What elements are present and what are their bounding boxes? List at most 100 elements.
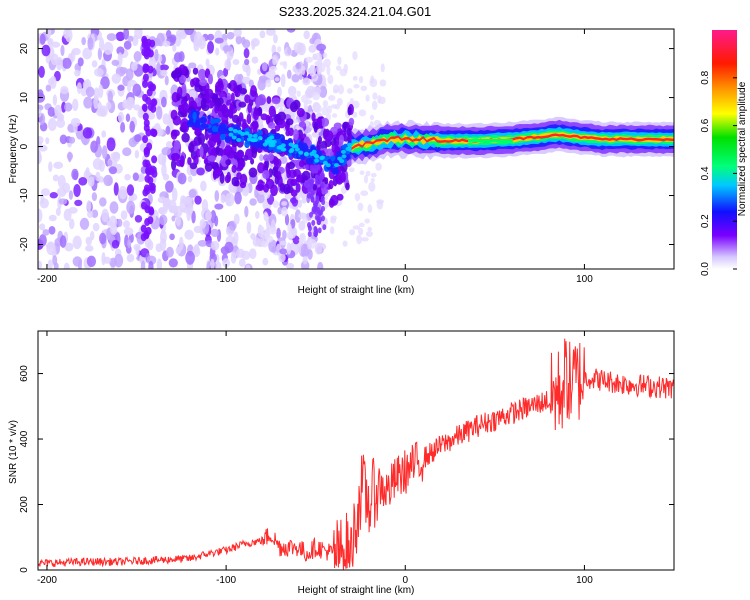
heatmap-noise-blob (92, 222, 100, 232)
heatmap-noise-blob (233, 231, 239, 244)
heatmap-signal-blob (320, 195, 325, 202)
heatmap-noise-blob (214, 203, 224, 210)
heatmap-noise-blob (245, 264, 251, 269)
heatmap-noise-blob (302, 77, 311, 86)
heatmap-streak (145, 128, 152, 137)
heatmap-noise-blob (307, 248, 313, 260)
heatmap-noise-blob (269, 65, 278, 72)
heatmap-noise-blob (331, 113, 338, 118)
heatmap-noise-blob (199, 219, 207, 229)
heatmap-signal-blob (317, 227, 322, 234)
heatmap-noise-blob (38, 109, 42, 118)
heatmap-noise-blob (67, 151, 72, 163)
heatmap-core-blob (195, 116, 201, 125)
heatmap-noise-blob (358, 222, 365, 228)
heatmap-noise-blob (200, 180, 207, 192)
heatmap-noise-blob (60, 86, 69, 95)
heatmap-noise-blob (358, 75, 364, 84)
heatmap-streak (145, 163, 152, 172)
heatmap-streak (145, 226, 152, 235)
heatmap-noise-blob (297, 42, 306, 56)
heatmap-noise-blob (46, 29, 52, 39)
heatmap-noise-blob (318, 62, 326, 73)
snr-y-tick-label: 400 (19, 430, 30, 447)
heatmap-noise-blob (378, 96, 386, 105)
heatmap-noise-blob (119, 67, 128, 74)
heatmap-noise-blob (279, 240, 287, 246)
heatmap-noise-blob (123, 227, 134, 236)
heatmap-peak-blob (294, 147, 300, 152)
heatmap-peak-blob (303, 152, 309, 157)
heatmap-noise-blob (224, 241, 234, 253)
heatmap-signal-blob (296, 107, 305, 118)
heatmap-noise-blob (347, 88, 353, 94)
heatmap-peak-blob (252, 133, 258, 138)
heatmap-noise-blob (321, 106, 329, 116)
heatmap-signal-blob (207, 100, 215, 109)
heatmap-signal-blob (244, 94, 251, 104)
heatmap-core-blob (332, 166, 339, 175)
heatmap-noise-blob (241, 76, 251, 85)
heatmap-noise-blob (226, 31, 235, 40)
heatmap-noise-blob (251, 56, 259, 64)
heatmap-noise-blob (281, 206, 288, 217)
heatmap-streak (140, 224, 147, 233)
heatmap-core-blob (220, 133, 226, 140)
heatmap-peak-blob (228, 132, 234, 137)
heatmap-noise-blob (47, 118, 57, 131)
heatmap-noise-blob (72, 235, 82, 250)
heatmap-noise-blob (281, 201, 288, 206)
heatmap-noise-blob (272, 56, 277, 66)
heatmap-noise-blob (77, 57, 84, 67)
heatmap-signal-blob (257, 94, 267, 106)
snr-series-group (38, 338, 674, 570)
heatmap-signal-blob (199, 146, 204, 158)
heatmap-noise-blob (74, 199, 83, 207)
heatmap-noise-blob (188, 62, 197, 69)
heatmap-signal-blob (298, 160, 305, 168)
spectrogram-y-ticks: -20 -10 0 10 20 (19, 43, 674, 252)
heatmap-noise-blob (245, 64, 251, 77)
heatmap-signal-blob (324, 130, 334, 142)
heatmap-noise-blob (163, 200, 171, 208)
heatmap-noise-blob (99, 197, 107, 207)
heatmap-noise-blob (255, 210, 260, 219)
heatmap-noise-blob (352, 75, 358, 81)
heatmap-noise-blob (99, 232, 107, 245)
heatmap-noise-blob (120, 121, 126, 133)
heatmap-noise-blob (356, 234, 363, 245)
heatmap-noise-blob (259, 30, 266, 39)
heatmap-noise-blob (117, 84, 125, 91)
heatmap-signal-blob (346, 127, 353, 137)
heatmap-signal-blob (338, 134, 344, 145)
heatmap-noise-blob (169, 34, 177, 43)
heatmap-noise-blob (277, 46, 282, 53)
heatmap-noise-blob (47, 106, 56, 117)
heatmap-noise-blob (164, 75, 169, 86)
heatmap-signal-blob (179, 75, 187, 84)
heatmap-signal-blob (292, 168, 301, 177)
heatmap-noise-blob (228, 220, 237, 231)
heatmap-signal-blob (236, 172, 243, 180)
heatmap-noise-blob (52, 174, 59, 182)
heatmap-noise-blob (123, 29, 130, 40)
heatmap-signal-blob (226, 171, 231, 183)
heatmap-noise-blob (175, 246, 181, 255)
heatmap-noise-blob (162, 173, 170, 181)
heatmap-noise-blob (352, 111, 358, 118)
heatmap-signal-blob (313, 121, 318, 133)
snr-x-ticks: -200 -100 0 100 (37, 331, 593, 586)
heatmap-streak (141, 103, 148, 112)
heatmap-noise-blob (243, 48, 250, 59)
heatmap-noise-blob (328, 95, 336, 101)
heatmap-noise-blob (339, 68, 348, 77)
heatmap-noise-blob (215, 47, 220, 56)
heatmap-noise-blob (376, 199, 385, 204)
heatmap-noise-blob (220, 194, 226, 204)
heatmap-noise-blob (171, 215, 176, 222)
heatmap-noise-blob (222, 258, 230, 268)
heatmap-signal-blob (305, 164, 310, 171)
heatmap-ridge-band (351, 133, 674, 151)
heatmap-noise-blob (133, 50, 142, 62)
